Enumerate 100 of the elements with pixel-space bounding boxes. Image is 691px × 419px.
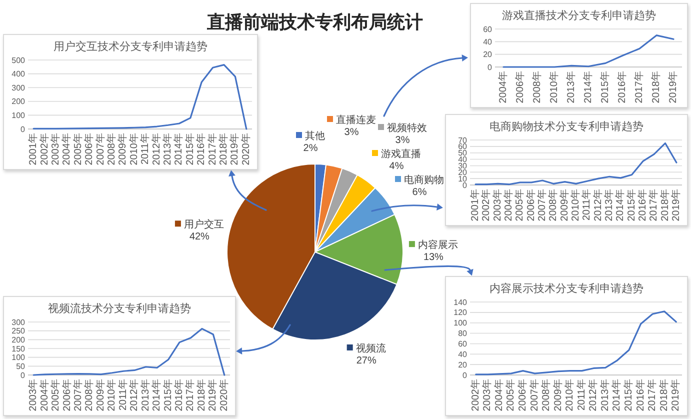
x-tick-label: 2004年 <box>60 133 73 166</box>
x-tick-label: 2010年 <box>128 133 140 166</box>
legend-label: 电商购物 <box>404 174 444 186</box>
y-tick-label: 0 <box>488 62 493 72</box>
x-tick-label: 2017年 <box>648 189 660 222</box>
chart-title: 内容展示技术分支专利申请趋势 <box>490 282 644 295</box>
x-tick-label: 2018年 <box>658 189 671 222</box>
y-tick-label: 0 <box>462 370 468 380</box>
x-tick-label: 2007年 <box>94 133 106 166</box>
x-tick-label: 2015年 <box>599 71 611 104</box>
legend-label: 视频特效 <box>387 122 427 134</box>
x-tick-label: 2017年 <box>184 379 196 412</box>
y-tick-label: 0 <box>20 124 26 134</box>
legend-label: 视频流 <box>356 342 386 354</box>
line-series <box>502 34 674 68</box>
x-tick-label: 2015年 <box>162 379 174 412</box>
x-tick-label: 2004年 <box>502 189 515 222</box>
x-tick-label: 2019年 <box>667 71 679 104</box>
x-tick-label: 2006年 <box>516 379 528 412</box>
x-tick-label: 2013年 <box>602 189 615 222</box>
data-label: 3% <box>395 135 410 146</box>
y-tick-label: 40 <box>483 37 493 46</box>
data-label: 27% <box>356 355 376 366</box>
x-tick-label: 2015年 <box>622 379 634 412</box>
x-tick-label: 2011年 <box>139 133 152 165</box>
x-tick-label: 2008年 <box>531 71 543 104</box>
x-tick-label: 2005年 <box>72 133 84 166</box>
x-tick-label: 2011年 <box>116 379 129 411</box>
x-tick-label: 2008年 <box>83 379 96 412</box>
x-tick-label: 2013年 <box>139 379 152 412</box>
y-tick-label: 20 <box>458 360 468 370</box>
x-tick-label: 2016年 <box>195 133 208 166</box>
x-tick-label: 2002年 <box>38 133 50 166</box>
y-tick-label: 400 <box>12 70 26 79</box>
legend-label: 游戏直播 <box>381 148 421 160</box>
x-tick-label: 2017年 <box>646 379 658 412</box>
legend-label: 直播连麦 <box>336 114 376 126</box>
y-tick-label: 50 <box>16 362 26 371</box>
y-tick-label: 100 <box>12 111 26 120</box>
line-series <box>32 328 226 376</box>
y-tick-label: 250 <box>12 326 26 336</box>
x-tick-label: 2014年 <box>610 379 623 412</box>
x-tick-label: 2006年 <box>514 71 526 104</box>
x-tick-label: 2010年 <box>106 379 118 412</box>
legend-label: 其他 <box>305 130 325 142</box>
x-tick-label: 2018年 <box>218 133 230 166</box>
x-tick-label: 2011年 <box>580 189 593 221</box>
x-tick-label: 2016年 <box>173 379 185 412</box>
x-tick-label: 2014年 <box>614 189 626 222</box>
x-tick-label: 2019年 <box>670 379 682 412</box>
x-tick-label: 2013年 <box>598 379 611 412</box>
x-tick-label: 2017年 <box>633 71 645 104</box>
line-series <box>32 64 248 130</box>
y-tick-label: 60 <box>483 24 493 34</box>
chart-title: 游戏直播技术分支专利申请趋势 <box>502 9 656 22</box>
x-tick-label: 2004年 <box>38 379 50 412</box>
chart-title: 直播前端技术专利布局统计 <box>206 12 423 32</box>
y-tick-label: 10 <box>458 174 468 184</box>
x-tick-label: 2005年 <box>514 189 526 222</box>
line-series <box>474 142 678 186</box>
x-tick-label: 2014年 <box>150 379 163 412</box>
y-tick-label: 120 <box>454 308 468 318</box>
x-tick-label: 2010年 <box>570 189 582 222</box>
data-label: 2% <box>303 143 318 154</box>
x-tick-label: 2020年 <box>218 379 230 412</box>
x-tick-label: 2003年 <box>27 379 40 412</box>
x-tick-label: 2009年 <box>552 379 564 412</box>
x-tick-label: 2012年 <box>128 379 140 412</box>
y-tick-label: 50 <box>458 148 468 158</box>
x-tick-label: 2012年 <box>587 379 600 412</box>
data-label: 3% <box>344 127 359 138</box>
y-tick-label: 100 <box>12 353 26 362</box>
line-series <box>475 310 677 376</box>
x-tick-label: 2011年 <box>575 379 588 411</box>
data-label: 13% <box>423 252 444 264</box>
x-tick-label: 2007年 <box>536 189 548 222</box>
x-tick-label: 2018年 <box>650 71 662 104</box>
x-tick-label: 2019年 <box>670 189 682 222</box>
x-tick-label: 2012年 <box>592 189 604 222</box>
y-tick-label: 70 <box>458 136 468 145</box>
x-tick-label: 2003年 <box>491 189 504 222</box>
y-tick-label: 200 <box>12 97 26 106</box>
x-tick-label: 2003年 <box>481 379 494 412</box>
x-tick-label: 2009年 <box>116 133 129 166</box>
x-tick-label: 2013年 <box>162 133 174 166</box>
data-label: 6% <box>412 187 427 198</box>
x-tick-label: 2020年 <box>240 133 252 166</box>
x-tick-label: 2016年 <box>634 379 646 412</box>
x-tick-label: 2002年 <box>469 379 482 412</box>
x-tick-label: 2007年 <box>72 379 84 412</box>
x-tick-label: 2016年 <box>616 71 628 104</box>
x-tick-label: 2005年 <box>504 379 517 412</box>
y-tick-label: 40 <box>458 155 468 164</box>
x-tick-label: 2001年 <box>469 189 482 222</box>
x-tick-label: 2005年 <box>50 379 62 412</box>
legend-label: 用户交互 <box>184 218 224 231</box>
chart-title: 视频流技术分支专利申请趋势 <box>48 302 191 315</box>
x-tick-label: 2010年 <box>564 379 576 412</box>
y-tick-label: 80 <box>458 329 468 338</box>
y-tick-label: 60 <box>458 142 468 152</box>
